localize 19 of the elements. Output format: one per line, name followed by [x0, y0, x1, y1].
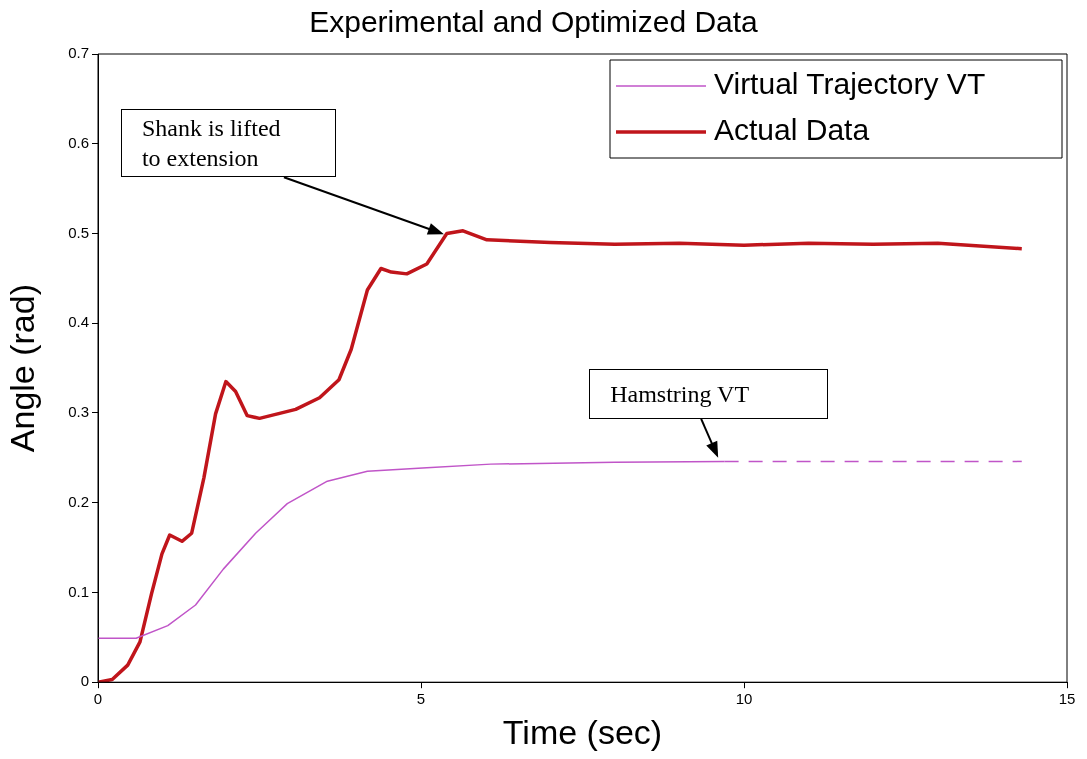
- y-tick-label: 0.6: [68, 133, 89, 151]
- legend-label: Virtual Trajectory VT: [714, 67, 986, 101]
- chart-title: Experimental and Optimized Data: [309, 5, 759, 39]
- legend-label: Actual Data: [714, 113, 870, 147]
- x-tick-label: 15: [1058, 690, 1076, 708]
- y-tick-label: 0.2: [68, 492, 89, 510]
- y-tick-label: 0.4: [68, 313, 89, 331]
- x-tick-label: 5: [416, 690, 426, 708]
- y-tick-label: 0.3: [68, 403, 89, 421]
- x-axis-title: Time (sec): [502, 712, 663, 751]
- x-tick-label: 10: [735, 690, 753, 708]
- annotation: Shank is lifted to extension: [120, 109, 336, 178]
- y-tick-label: 0.5: [68, 223, 89, 241]
- y-tick-label: 0.7: [68, 44, 89, 62]
- annotation: Hamstring VT: [589, 368, 829, 419]
- y-axis-title: Angle (rad): [2, 284, 41, 453]
- y-tick-label: 0.1: [68, 582, 89, 600]
- y-tick-label: 0: [80, 672, 89, 690]
- x-tick-label: 0: [93, 690, 103, 708]
